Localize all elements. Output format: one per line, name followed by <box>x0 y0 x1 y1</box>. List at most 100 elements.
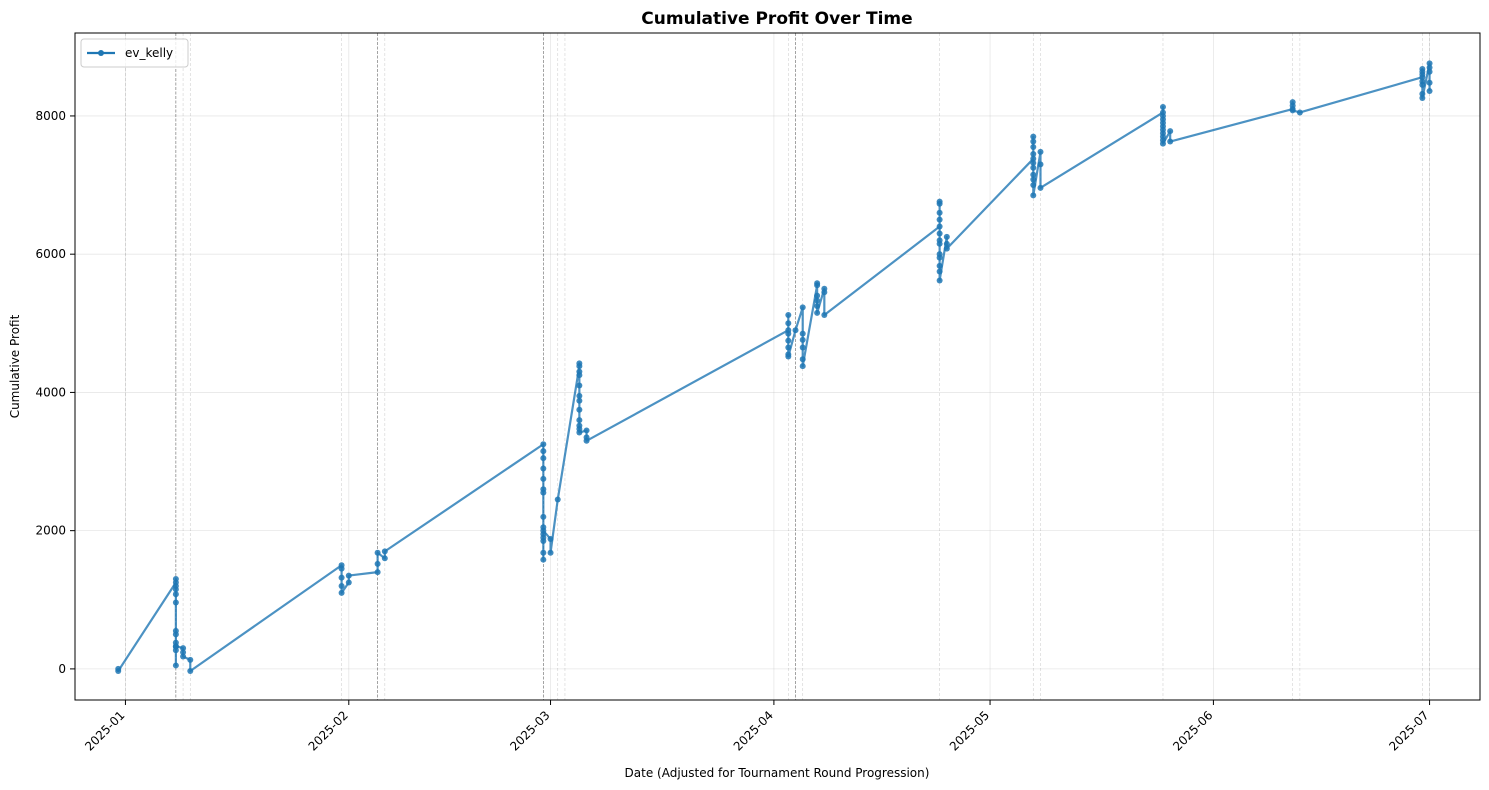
data-point-0-45 <box>540 556 547 563</box>
data-point-0-75 <box>799 330 806 337</box>
data-point-0-116 <box>1037 148 1044 155</box>
data-point-0-69 <box>785 337 792 344</box>
data-point-0-19 <box>187 667 194 674</box>
y-tick-label-2: 4000 <box>35 385 66 399</box>
data-point-0-44 <box>540 549 547 556</box>
data-point-0-111 <box>1030 164 1037 171</box>
series-layer <box>115 60 1433 674</box>
data-point-0-16 <box>180 649 187 656</box>
data-point-0-107 <box>1030 138 1037 145</box>
data-point-0-67 <box>785 320 792 327</box>
y-axis-label: Cumulative Profit <box>8 314 22 418</box>
data-point-0-147 <box>1426 68 1433 75</box>
data-point-0-26 <box>345 572 352 579</box>
data-point-0-89 <box>936 223 943 230</box>
data-point-0-18 <box>187 656 194 663</box>
data-point-0-120 <box>1159 103 1166 110</box>
data-point-0-72 <box>785 353 792 360</box>
data-point-0-9 <box>172 631 179 638</box>
y-tick-label-3: 6000 <box>35 247 66 261</box>
data-point-0-112 <box>1030 171 1037 178</box>
data-point-0-3 <box>172 576 179 583</box>
data-point-0-31 <box>381 548 388 555</box>
grid-layer <box>75 33 1480 700</box>
data-point-0-142 <box>1419 81 1426 88</box>
data-point-0-134 <box>1289 102 1296 109</box>
data-point-0-105 <box>1030 155 1037 162</box>
data-point-0-39 <box>540 513 547 520</box>
data-point-0-91 <box>936 200 943 207</box>
data-point-0-129 <box>1159 140 1166 147</box>
legend-marker-swatch <box>98 50 104 56</box>
data-point-0-87 <box>821 289 828 296</box>
data-point-0-99 <box>936 262 943 269</box>
data-point-0-21 <box>338 565 345 572</box>
data-point-0-30 <box>381 555 388 562</box>
x-axis-label: Date (Adjusted for Tournament Round Prog… <box>625 766 930 780</box>
data-point-0-46 <box>540 527 547 534</box>
data-point-0-23 <box>338 582 345 589</box>
data-point-0-66 <box>785 312 792 319</box>
round-lines-layer <box>125 33 1430 700</box>
data-point-0-145 <box>1426 60 1433 67</box>
data-point-0-94 <box>936 230 943 237</box>
data-point-0-58 <box>576 417 583 424</box>
data-point-0-51 <box>576 360 583 367</box>
data-point-0-32 <box>540 441 547 448</box>
data-point-0-103 <box>943 240 950 247</box>
data-point-0-1 <box>115 667 122 674</box>
data-point-0-79 <box>799 363 806 370</box>
data-point-0-57 <box>576 406 583 413</box>
chart-title: Cumulative Profit Over Time <box>641 9 912 29</box>
legend-entry-ev-kelly: ev_kelly <box>125 46 173 60</box>
legend-box <box>80 38 189 68</box>
plot-frame <box>74 32 1481 701</box>
data-point-0-130 <box>1167 128 1174 135</box>
data-point-0-28 <box>374 560 381 567</box>
data-point-0-43 <box>540 538 547 545</box>
data-point-0-100 <box>936 268 943 275</box>
data-point-0-61 <box>576 429 583 436</box>
data-point-0-54 <box>576 382 583 389</box>
data-point-0-56 <box>576 397 583 404</box>
data-point-0-73 <box>792 327 799 334</box>
data-point-0-117 <box>1037 161 1044 168</box>
data-point-0-68 <box>785 330 792 337</box>
data-point-0-70 <box>785 344 792 351</box>
data-point-0-109 <box>1030 150 1037 157</box>
data-point-0-110 <box>1030 159 1037 166</box>
data-point-0-38 <box>540 489 547 496</box>
data-point-0-53 <box>576 372 583 379</box>
data-point-0-62 <box>583 427 590 434</box>
data-point-0-146 <box>1426 64 1433 71</box>
data-point-0-29 <box>374 549 381 556</box>
data-point-0-136 <box>1296 109 1303 116</box>
data-point-0-27 <box>374 569 381 576</box>
data-point-0-13 <box>172 662 179 669</box>
data-point-0-25 <box>345 579 352 586</box>
data-point-0-108 <box>1030 144 1037 151</box>
data-point-0-78 <box>799 356 806 363</box>
data-point-0-35 <box>540 465 547 472</box>
data-point-0-144 <box>1419 94 1426 101</box>
data-point-0-76 <box>799 336 806 343</box>
data-point-0-135 <box>1289 107 1296 114</box>
data-point-0-118 <box>1037 184 1044 191</box>
data-point-0-15 <box>180 645 187 652</box>
data-point-0-114 <box>1030 182 1037 189</box>
data-point-0-85 <box>814 309 821 316</box>
data-point-0-22 <box>338 574 345 581</box>
data-point-0-115 <box>1030 192 1037 199</box>
data-point-0-34 <box>540 455 547 462</box>
data-point-0-82 <box>814 292 821 299</box>
data-point-0-17 <box>180 653 187 660</box>
data-point-0-74 <box>799 304 806 311</box>
data-point-0-33 <box>540 448 547 455</box>
data-point-0-98 <box>936 254 943 261</box>
data-point-0-6 <box>172 591 179 598</box>
data-point-0-102 <box>943 233 950 240</box>
data-point-0-148 <box>1426 79 1433 86</box>
data-point-0-106 <box>1030 133 1037 140</box>
